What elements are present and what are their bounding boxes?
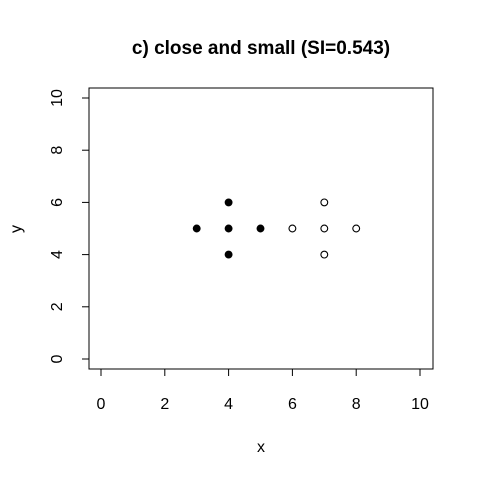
y-tick-label: 0: [49, 354, 66, 363]
x-tick-label: 2: [160, 396, 169, 413]
x-tick-label: 10: [411, 396, 429, 413]
data-points: [192, 198, 361, 259]
open-point: [320, 198, 329, 207]
y-axis: 0 2 4 6 8 10: [49, 89, 90, 363]
filled-point: [224, 224, 233, 233]
x-tick-label: 8: [352, 396, 361, 413]
x-axis: 0 2 4 6 8 10: [97, 368, 429, 413]
filled-point: [256, 224, 265, 233]
chart-title: c) close and small (SI=0.543): [132, 38, 390, 59]
open-point: [320, 224, 329, 233]
filled-point: [224, 198, 233, 207]
x-tick-label: 4: [224, 396, 233, 413]
y-tick-label: 10: [49, 89, 66, 107]
y-tick-label: 4: [49, 250, 66, 259]
y-tick-label: 2: [49, 302, 66, 311]
filled-point: [192, 224, 201, 233]
y-tick-label: 8: [49, 146, 66, 155]
filled-point: [224, 250, 233, 259]
open-point: [320, 250, 329, 259]
y-tick-label: 6: [49, 198, 66, 207]
open-point: [352, 224, 361, 233]
x-axis-label: x: [257, 439, 265, 456]
y-axis-label: y: [8, 225, 25, 233]
x-tick-label: 0: [97, 396, 106, 413]
x-tick-label: 6: [288, 396, 297, 413]
open-point: [288, 224, 297, 233]
